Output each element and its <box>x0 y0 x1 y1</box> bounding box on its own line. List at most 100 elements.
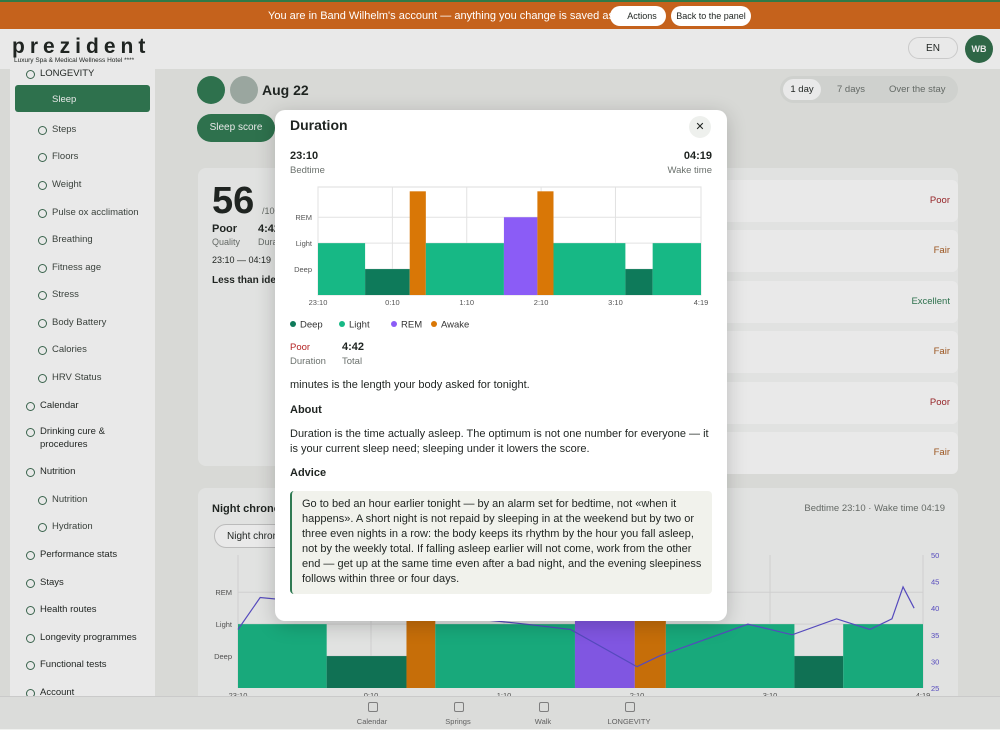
nav-item[interactable]: Sleep <box>52 94 77 105</box>
y2-tick-label: 50 <box>931 551 939 560</box>
nav-item[interactable]: Weight <box>52 179 82 190</box>
nav-item[interactable]: Health routes <box>40 604 97 615</box>
sleep-score-tab[interactable]: Sleep score <box>197 114 275 142</box>
back-button[interactable]: Back to the panel <box>671 6 751 26</box>
score-range: 23:10 — 04:19 <box>212 255 272 265</box>
logo: prezident <box>12 35 151 58</box>
x-tick-label: 2:10 <box>534 298 549 307</box>
y-tick-label: Deep <box>294 265 312 274</box>
language-select[interactable]: EN <box>908 37 958 59</box>
nav-icon <box>26 634 35 643</box>
sentence: minutes is the length your body asked fo… <box>290 379 530 391</box>
nav-icon <box>38 209 47 218</box>
nav-icon <box>38 346 47 355</box>
nav-item[interactable]: Performance stats <box>40 549 118 560</box>
total-label: Total <box>342 356 363 367</box>
nav-item[interactable]: HRV Status <box>52 372 102 383</box>
stage-segment <box>326 656 407 688</box>
score-duration: 4:42 <box>258 223 281 235</box>
stage-segment <box>843 624 923 688</box>
actions-button[interactable]: Actions <box>610 6 666 26</box>
stage-segment <box>537 191 554 295</box>
bottom-nav-item[interactable]: Springs <box>445 717 471 726</box>
nav-icon <box>38 236 47 245</box>
stage-segment <box>625 269 653 295</box>
nav-item[interactable]: Stays <box>40 577 64 588</box>
score-note: Less than ideal <box>212 275 285 286</box>
nav-item-active <box>15 85 150 112</box>
banner: You are in Band Wilhelm's account — anyt… <box>0 0 1000 29</box>
nav-item[interactable]: Nutrition <box>40 466 76 477</box>
y-tick-label: REM <box>295 213 312 222</box>
y-tick-label: REM <box>215 588 232 597</box>
nav-item[interactable]: Floors <box>52 151 79 162</box>
next-day[interactable] <box>230 76 258 104</box>
metric-rating: Fair <box>933 245 950 257</box>
logo-subtitle: Luxury Spa & Medical Wellness Hotel **** <box>14 57 135 64</box>
duration-rating-label: Duration <box>290 356 326 367</box>
header: prezident Luxury Spa & Medical Wellness … <box>0 29 1000 69</box>
metric-row: Fair <box>720 230 958 273</box>
nav-icon <box>38 181 47 190</box>
stage-segment <box>425 243 504 295</box>
bottom-nav: Calendar Springs Walk LONGEVITY <box>0 696 1000 730</box>
nav-icon <box>38 291 47 300</box>
modal: Duration ✕ 23:10 Bedtime 04:19 Wake time… <box>275 110 727 621</box>
bottom-nav-item[interactable]: Walk <box>534 717 552 726</box>
close-button[interactable]: ✕ <box>689 116 711 138</box>
nav-item[interactable]: Longevity programmes <box>40 632 137 643</box>
nav-item[interactable]: Body Battery <box>52 317 107 328</box>
nav-item[interactable]: Steps <box>52 124 77 135</box>
nav-icon <box>26 468 35 477</box>
sidebar: LONGEVITY Sleep Steps Floors Weight Pulse ox … <box>10 69 155 696</box>
prev-day[interactable] <box>197 76 225 104</box>
nav-item[interactable]: Calendar <box>40 400 79 411</box>
score-rating-label: Quality <box>212 237 241 247</box>
legend-swatch <box>290 321 296 327</box>
period-tab[interactable]: 1 day <box>783 79 821 100</box>
nav-item[interactable]: Pulse ox acclimation <box>52 207 139 218</box>
advice-title: Advice <box>290 467 327 479</box>
nav-icon <box>26 551 35 560</box>
legend-swatch <box>391 321 397 327</box>
nav-item[interactable]: Fitness age <box>52 262 102 273</box>
nav-icon <box>38 264 47 273</box>
x-tick-label: 2:10 <box>630 691 645 700</box>
nav-icon <box>368 702 378 712</box>
nav-icon <box>26 70 35 79</box>
bottom-nav-item[interactable]: LONGEVITY <box>607 717 651 726</box>
period-tab[interactable]: Over the stay <box>889 84 946 95</box>
stage-segment <box>652 243 701 295</box>
y2-tick-label: 40 <box>931 604 939 613</box>
nav-item[interactable]: Breathing <box>52 234 93 245</box>
stage-segment <box>409 191 426 295</box>
avatar[interactable]: WB <box>965 35 993 63</box>
nav-item[interactable]: LONGEVITY <box>40 69 95 79</box>
metric-rating: Poor <box>929 396 950 408</box>
nav-item[interactable]: Drinking cure & procedures <box>40 426 105 450</box>
nav-item[interactable]: Functional tests <box>40 659 107 670</box>
nav-item[interactable]: Nutrition <box>52 494 88 505</box>
modal-title: Duration <box>290 117 348 133</box>
about-text: Duration is the time actually asleep. Th… <box>290 428 709 455</box>
x-tick-label: 4:19 <box>916 691 931 700</box>
actions-label: Actions <box>627 11 657 21</box>
period-tab[interactable]: 7 days <box>837 84 865 95</box>
nav-item[interactable]: Account <box>40 687 75 696</box>
nav-item[interactable]: Stress <box>52 289 79 300</box>
bottom-nav-item[interactable]: Calendar <box>356 717 388 726</box>
score-rating: Poor <box>212 223 238 235</box>
nav-item[interactable]: Calories <box>52 344 87 355</box>
advice-text: Go to bed an hour earlier tonight — by a… <box>290 491 712 594</box>
y2-tick-label: 45 <box>931 578 939 587</box>
nav-icon <box>38 319 47 328</box>
stage-segment <box>665 624 795 688</box>
nav-icon <box>38 153 47 162</box>
stage-segment <box>553 243 626 295</box>
legend-label: Light <box>349 320 370 331</box>
stage-segment <box>365 269 410 295</box>
nav-item[interactable]: Hydration <box>52 521 93 532</box>
legend-swatch <box>339 321 345 327</box>
metric-row: Poor <box>720 381 958 424</box>
about-title: About <box>290 404 322 416</box>
